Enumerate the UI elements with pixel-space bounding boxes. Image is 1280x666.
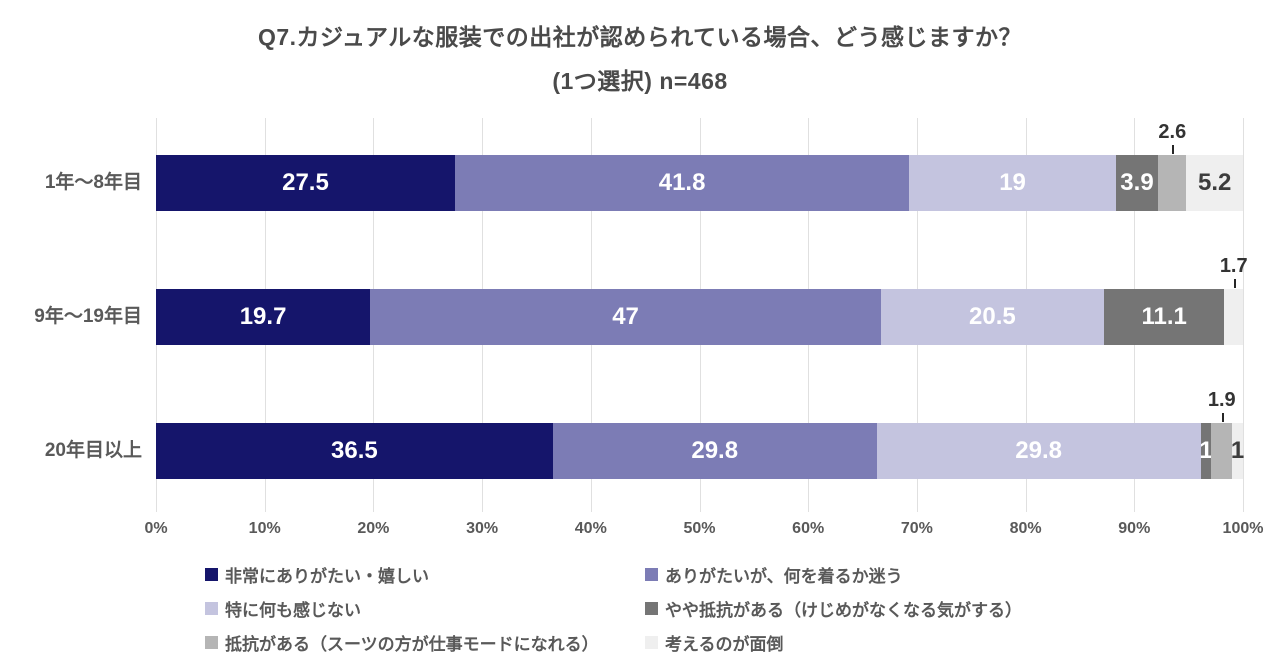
above-value-label: 1.7: [1219, 255, 1248, 277]
bar-segment: 1: [1199, 423, 1213, 479]
legend-item: 考えるのが面倒: [645, 630, 784, 655]
bar-segment: 36.5: [156, 423, 553, 479]
bar-row: 9年〜19年目 19.7 47 20.5 11.1 1.7: [34, 255, 1248, 345]
segment-value-label: 29.8: [691, 437, 739, 464]
legend-item: やや抵抗がある（けじめがなくなる気がする）: [645, 596, 1022, 621]
x-tick-label: 50%: [683, 520, 716, 537]
legend-item: ありがたいが、何を着るか迷う: [645, 562, 903, 587]
leader-line: [1221, 413, 1224, 422]
bar-segment: 41.8: [454, 155, 910, 211]
x-tick-label: 20%: [357, 520, 390, 537]
above-value-label: 2.6: [1158, 121, 1187, 143]
bar-segment: 2.6: [1158, 121, 1187, 211]
legend-label: ありがたいが、何を着るか迷う: [665, 566, 903, 586]
x-tick-label: 100%: [1222, 520, 1264, 537]
chart-title-line1: Q7.カジュアルな服装での出社が認められている場合、どう感じますか？: [257, 24, 1023, 50]
segment-value-label: 3.9: [1120, 169, 1154, 196]
legend-swatch: [645, 635, 658, 649]
legend-swatch: [205, 601, 218, 615]
leader-line: [1233, 279, 1236, 288]
legend-swatch: [645, 567, 658, 581]
bar-segment: 29.8: [552, 423, 877, 479]
segment-value-label: 20.5: [969, 303, 1016, 330]
x-tick-label: 70%: [900, 520, 933, 537]
bar-segment: 27.5: [156, 155, 455, 211]
bar-segment: 19: [909, 155, 1116, 211]
legend-label: 非常にありがたい・嬉しい: [225, 566, 429, 586]
bar-segment: 29.8: [876, 423, 1201, 479]
x-tick-label: 60%: [792, 520, 825, 537]
bar-segment: 3.9: [1115, 155, 1159, 211]
gridline: [1243, 118, 1244, 512]
legend: 非常にありがたい・嬉しい ありがたいが、何を着るか迷う特に何も感じない やや抵抗があ…: [205, 557, 1255, 659]
legend-item: 抵抗がある（スーツの方が仕事モードになれる）: [205, 630, 645, 655]
legend-label: 特に何も感じない: [225, 600, 361, 620]
legend-label: やや抵抗がある（けじめがなくなる気がする）: [665, 600, 1022, 620]
segment-value-label: 36.5: [331, 437, 378, 464]
bar-segment: 19.7: [156, 289, 371, 345]
bar-segment: 1: [1230, 423, 1245, 479]
legend-swatch: [205, 635, 218, 649]
legend-label: 考えるのが面倒: [665, 634, 784, 654]
legend-row: 抵抗がある（スーツの方が仕事モードになれる） 考えるのが面倒: [205, 625, 1255, 659]
bar-segment: 5.2: [1186, 155, 1243, 211]
segment-value-label: 1: [1230, 437, 1245, 464]
bar-segment: 20.5: [881, 289, 1104, 345]
x-tick-label: 10%: [248, 520, 281, 537]
segment-value-label: 27.5: [282, 169, 329, 196]
segment-value-label: 29.8: [1015, 437, 1062, 464]
legend-swatch: [205, 567, 218, 581]
plot-area: 0% 10% 20% 30% 40% 50% 60% 70% 80% 90% 100% 1年〜8年目 2…: [34, 118, 1263, 537]
segment-value-label: 5.2: [1198, 169, 1232, 196]
x-tick-label: 90%: [1118, 520, 1151, 537]
chart-title-line2: (1つ選択) n=468: [552, 68, 728, 94]
segment-value-label: 41.8: [658, 169, 706, 196]
category-label: 20年目以上: [44, 440, 142, 461]
legend-swatch: [645, 601, 658, 615]
x-tick-label: 0%: [144, 520, 168, 537]
legend-item: 特に何も感じない: [205, 596, 645, 621]
bar-segment: 1.9: [1208, 389, 1236, 479]
segment-value-label: 11.1: [1141, 303, 1187, 330]
category-label: 1年〜8年目: [44, 172, 142, 193]
segment-value-label: 47: [612, 303, 639, 330]
category-label: 9年〜19年目: [34, 306, 142, 327]
bar-row: 1年〜8年目 27.5 41.8 19 3.9 2.6 5.2: [45, 121, 1243, 211]
bar-segment: 47: [370, 289, 881, 345]
segment-value-label: 19: [999, 169, 1026, 196]
bar-segment: 1.7: [1220, 255, 1248, 345]
bar-segment: 11.1: [1103, 289, 1225, 345]
leader-line: [1172, 145, 1175, 154]
legend-item: 非常にありがたい・嬉しい: [205, 562, 645, 587]
x-tick-label: 30%: [466, 520, 499, 537]
bar-row: 20年目以上 36.5 29.8 29.8 1 1.9 1: [45, 389, 1245, 479]
segment-value-label: 19.7: [239, 303, 287, 330]
x-tick-label: 80%: [1009, 520, 1042, 537]
legend-row: 特に何も感じない やや抵抗がある（けじめがなくなる気がする）: [205, 591, 1255, 625]
segment-value-label: 1: [1199, 437, 1213, 464]
legend-row: 非常にありがたい・嬉しい ありがたいが、何を着るか迷う: [205, 557, 1255, 591]
legend-label: 抵抗がある（スーツの方が仕事モードになれる）: [225, 634, 599, 654]
x-tick-label: 40%: [574, 520, 607, 537]
above-value-label: 1.9: [1207, 389, 1236, 411]
